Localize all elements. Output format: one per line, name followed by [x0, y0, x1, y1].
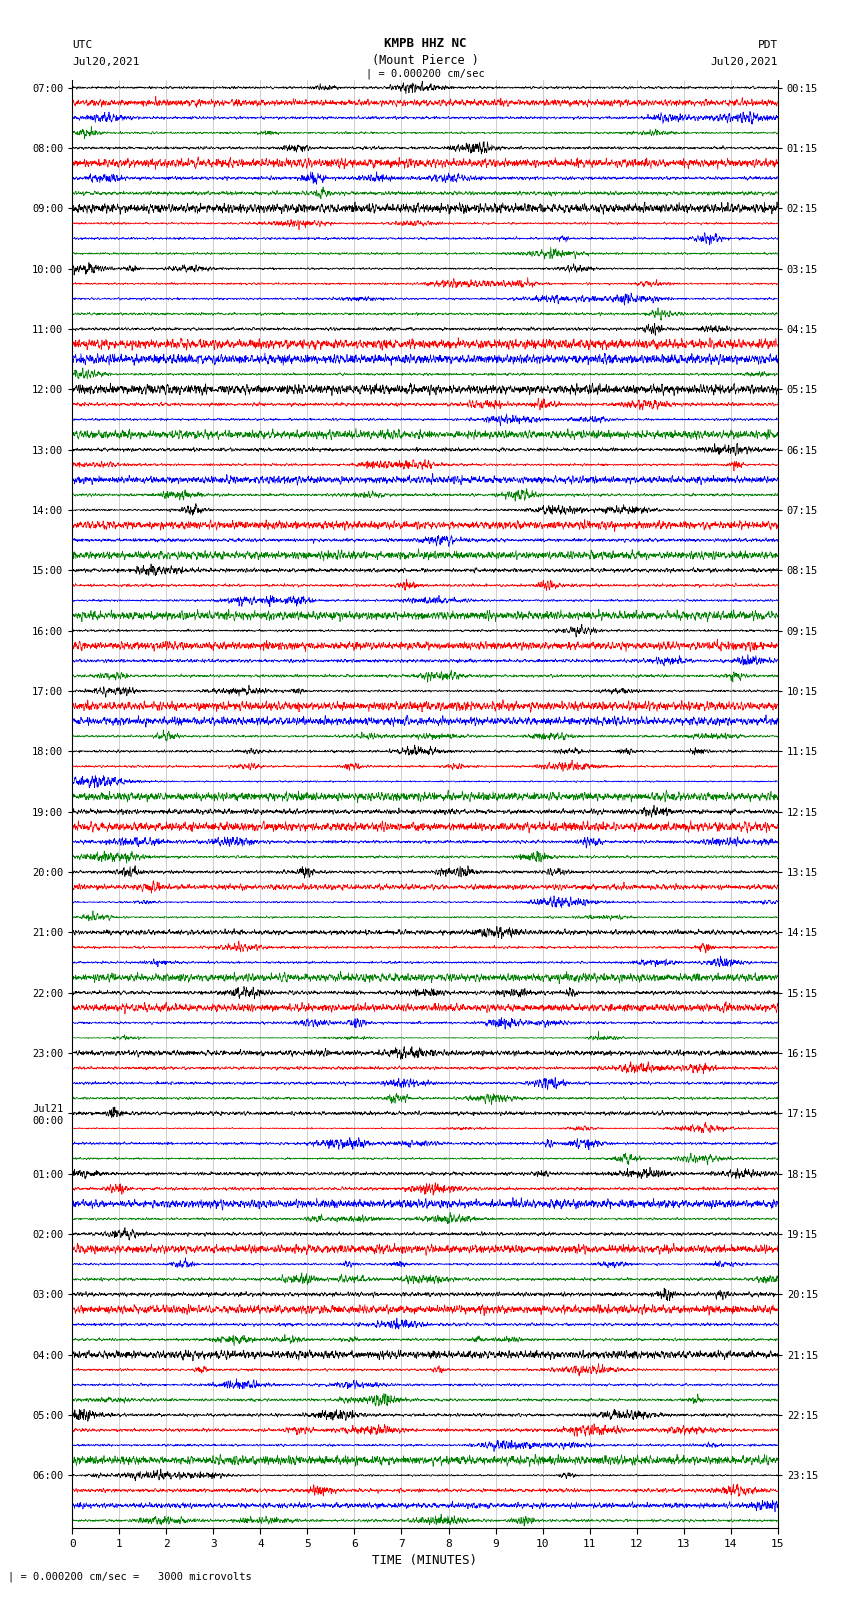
- Text: | = 0.000200 cm/sec: | = 0.000200 cm/sec: [366, 68, 484, 79]
- Text: KMPB HHZ NC: KMPB HHZ NC: [383, 37, 467, 50]
- Text: (Mount Pierce ): (Mount Pierce ): [371, 55, 479, 68]
- X-axis label: TIME (MINUTES): TIME (MINUTES): [372, 1553, 478, 1568]
- Text: Jul20,2021: Jul20,2021: [72, 56, 139, 68]
- Text: UTC: UTC: [72, 40, 93, 50]
- Text: | = 0.000200 cm/sec =   3000 microvolts: | = 0.000200 cm/sec = 3000 microvolts: [8, 1571, 252, 1582]
- Text: PDT: PDT: [757, 40, 778, 50]
- Text: Jul20,2021: Jul20,2021: [711, 56, 778, 68]
